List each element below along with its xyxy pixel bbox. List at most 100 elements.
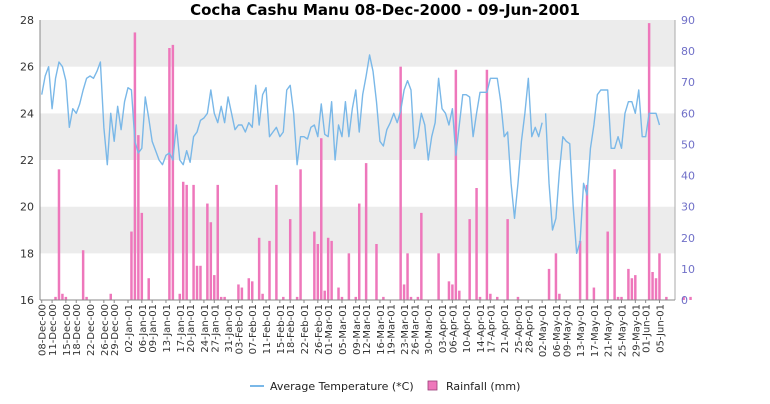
left-tick-label: 16 (20, 294, 34, 307)
rainfall-bar (409, 296, 413, 300)
rainfall-bar (416, 296, 420, 300)
rainfall-bar (54, 296, 57, 300)
axes (39, 20, 676, 301)
legend: Average Temperature (*C) Rainfall (mm) (250, 380, 520, 393)
rainfall-bar (585, 184, 589, 300)
chart-title: Cocha Cashu Manu 08-Dec-2000 - 09-Jun-20… (190, 1, 580, 19)
rainfall-bar (402, 284, 406, 300)
x-tick-label: 28-Apr-01 (524, 304, 535, 353)
x-tick-label: 09-Mar-01 (352, 304, 363, 355)
rainfall-bar (420, 212, 423, 300)
rainfall-bar (288, 219, 292, 300)
x-tick-label: 27-Jan-01 (210, 304, 221, 353)
rainfall-bar (295, 296, 299, 300)
rainfall-bar (485, 69, 489, 301)
temperature-line-layer (41, 54, 661, 255)
x-tick-label: 24-Jan-01 (200, 304, 211, 353)
x-tick-label: 11-Feb-01 (262, 304, 273, 354)
rainfall-bar (323, 290, 326, 300)
left-tick-label: 22 (20, 154, 34, 167)
x-tick-label: 15-Dec-00 (62, 304, 73, 356)
x-tick-label: 26-Dec-00 (100, 304, 111, 356)
rainfall-bar (547, 268, 551, 300)
grid-band (40, 253, 675, 300)
rainfall-bar (64, 296, 68, 300)
rainfall-bar (299, 169, 302, 300)
rainfall-bar (171, 44, 175, 301)
rainfall-bar (364, 163, 368, 300)
left-tick-label: 28 (20, 14, 34, 27)
x-tick-label: 11-Dec-00 (48, 304, 59, 356)
x-tick-label: 18-Dec-00 (72, 304, 83, 356)
left-tick-label: 20 (20, 201, 34, 214)
rainfall-bar (57, 169, 61, 300)
rainfall-bar (665, 296, 668, 300)
rainfall-bar (458, 290, 461, 300)
x-tick-label: 09-May-01 (562, 304, 573, 357)
rainfall-bar (330, 240, 333, 300)
rainfall-bar (437, 253, 440, 300)
right-tick-label: 60 (681, 107, 695, 120)
rainfall-bar (320, 138, 323, 300)
rainfall-bar (447, 281, 451, 300)
x-tick-label: 17-Apr-01 (486, 304, 497, 353)
rainfall-bar (268, 240, 271, 300)
right-tick-label: 80 (681, 45, 695, 58)
grid-band (40, 113, 675, 160)
rainfall-bar (375, 244, 378, 300)
x-tick-label: 02-Jan-01 (124, 304, 135, 353)
x-tick-label: 16-Mar-01 (376, 304, 387, 355)
x-tick-label: 06-May-01 (552, 304, 563, 357)
rainfall-bar (168, 48, 171, 300)
rainfall-bar (613, 169, 616, 300)
rainfall-bar (454, 69, 458, 301)
rainfall-bar (489, 293, 492, 300)
rainfall-bar (257, 237, 261, 300)
rainfall-bar (81, 250, 85, 300)
x-tick-label: 17-May-01 (590, 304, 601, 357)
x-tick-label: 18-Feb-01 (286, 304, 297, 354)
rainfall-bar (347, 253, 351, 300)
rainfall-bar (620, 296, 623, 300)
rainfall-bar (689, 296, 692, 300)
x-tick-label: 17-Jan-01 (176, 304, 187, 353)
left-tick-label: 18 (20, 247, 34, 260)
rainfall-bar (451, 284, 454, 300)
left-tick-label: 26 (20, 61, 34, 74)
x-tick-label: 02-May-01 (538, 304, 549, 357)
rainfall-bar (647, 23, 651, 300)
right-tick-label: 70 (681, 76, 695, 89)
rainfall-bar (654, 278, 658, 300)
right-axis-ticks: 0 10 20 30 40 50 60 70 80 90 (681, 14, 695, 307)
rainfall-bar (206, 203, 209, 300)
rainfall-bars (54, 23, 692, 301)
x-axis-ticks: 08-Dec-00 11-Dec-00 15-Dec-00 18-Dec-00 22-D… (38, 300, 666, 357)
rainfall-bar (275, 184, 278, 300)
x-tick-label: 03-Feb-01 (234, 304, 245, 354)
rainfall-bar (406, 253, 409, 300)
rainfall-bar (130, 231, 133, 300)
grid-band (40, 206, 675, 254)
left-tick-label: 24 (20, 107, 34, 120)
rainfall-bar (682, 296, 685, 300)
rainfall-bar (554, 253, 558, 300)
rainfall-bar (340, 296, 344, 300)
x-tick-label: 26-Mar-01 (410, 304, 421, 355)
rainfall-bar (219, 296, 223, 300)
rainfall-bar (85, 296, 88, 300)
rainfall-bar (178, 293, 182, 300)
rainfall-bar (496, 296, 499, 300)
rainfall-bar (516, 296, 520, 300)
rainfall-bar (199, 265, 202, 300)
x-tick-label: 06-Jan-01 (138, 304, 149, 353)
rainfall-bar (247, 278, 251, 300)
legend-rainfall-label: Rainfall (mm) (446, 380, 520, 393)
rainfall-bar (354, 296, 358, 300)
x-tick-label: 06-Apr-01 (448, 304, 459, 353)
legend-temperature-label: Average Temperature (*C) (270, 380, 414, 393)
rainfall-bar (399, 66, 402, 301)
rainfall-bar (558, 293, 561, 300)
rainfall-bar (478, 296, 482, 300)
